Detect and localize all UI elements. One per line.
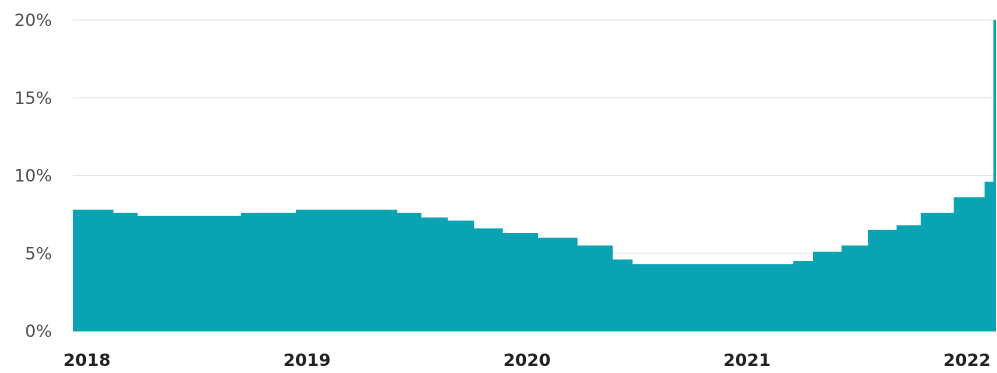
- y-tick-label: 20%: [14, 11, 52, 31]
- area-fill: [73, 20, 996, 331]
- x-tick-label: 2018: [63, 351, 110, 371]
- y-tick-label: 5%: [25, 244, 52, 264]
- x-tick-label: 2019: [283, 351, 330, 371]
- y-axis-tick-labels: 0% 5% 10% 15% 20%: [14, 11, 52, 342]
- x-axis-tick-labels: 2018 2019 2020 2021 2022: [63, 351, 990, 371]
- y-tick-label: 0%: [25, 322, 52, 342]
- x-tick-label: 2022: [943, 351, 990, 371]
- y-tick-label: 10%: [14, 167, 52, 187]
- x-tick-label: 2021: [723, 351, 770, 371]
- y-tick-label: 15%: [14, 89, 52, 109]
- area-series: [73, 20, 996, 331]
- x-tick-label: 2020: [503, 351, 550, 371]
